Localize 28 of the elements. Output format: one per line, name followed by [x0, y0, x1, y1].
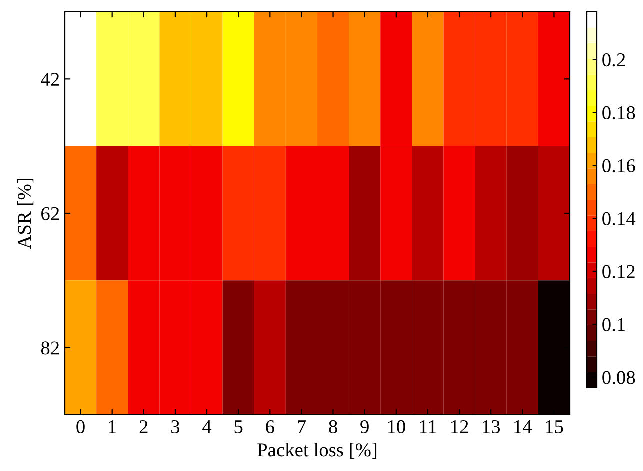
x-tick-label: 7 — [298, 420, 306, 434]
x-tick-label: 4 — [202, 420, 212, 434]
y-tick-label: 42 — [41, 73, 60, 86]
x-tick-label: 0 — [76, 420, 85, 434]
color-bar-label: 0.16 — [602, 159, 636, 173]
x-tick-label: 3 — [172, 420, 180, 434]
x-axis-title: Packet loss [%] — [258, 443, 377, 460]
x-tick-label: 2 — [140, 420, 148, 434]
x-tick-label: 14 — [514, 420, 532, 434]
color-bar-label: 0.14 — [602, 212, 636, 226]
color-bar-label: 0.2 — [602, 53, 626, 67]
y-axis-title: ASR [%] — [18, 179, 34, 250]
color-bar-label: 0.12 — [602, 265, 635, 279]
color-bar-label: 0.1 — [602, 318, 625, 332]
x-tick-label: 11 — [420, 420, 436, 434]
color-bar-label: 0.08 — [602, 371, 636, 384]
x-tick-label: 12 — [452, 420, 468, 434]
x-tick-label: 13 — [483, 420, 500, 434]
color-bar-label: 0.18 — [602, 106, 636, 120]
y-tick-label: 82 — [41, 342, 60, 355]
x-tick-label: 9 — [360, 420, 369, 434]
x-tick-label: 8 — [329, 420, 338, 434]
x-tick-label: 1 — [109, 420, 116, 434]
x-tick-label: 10 — [388, 420, 406, 434]
x-tick-label: 6 — [266, 420, 274, 434]
y-tick-label: 62 — [42, 207, 60, 220]
x-tick-label: 5 — [234, 420, 243, 434]
x-tick-label: 15 — [546, 420, 564, 434]
